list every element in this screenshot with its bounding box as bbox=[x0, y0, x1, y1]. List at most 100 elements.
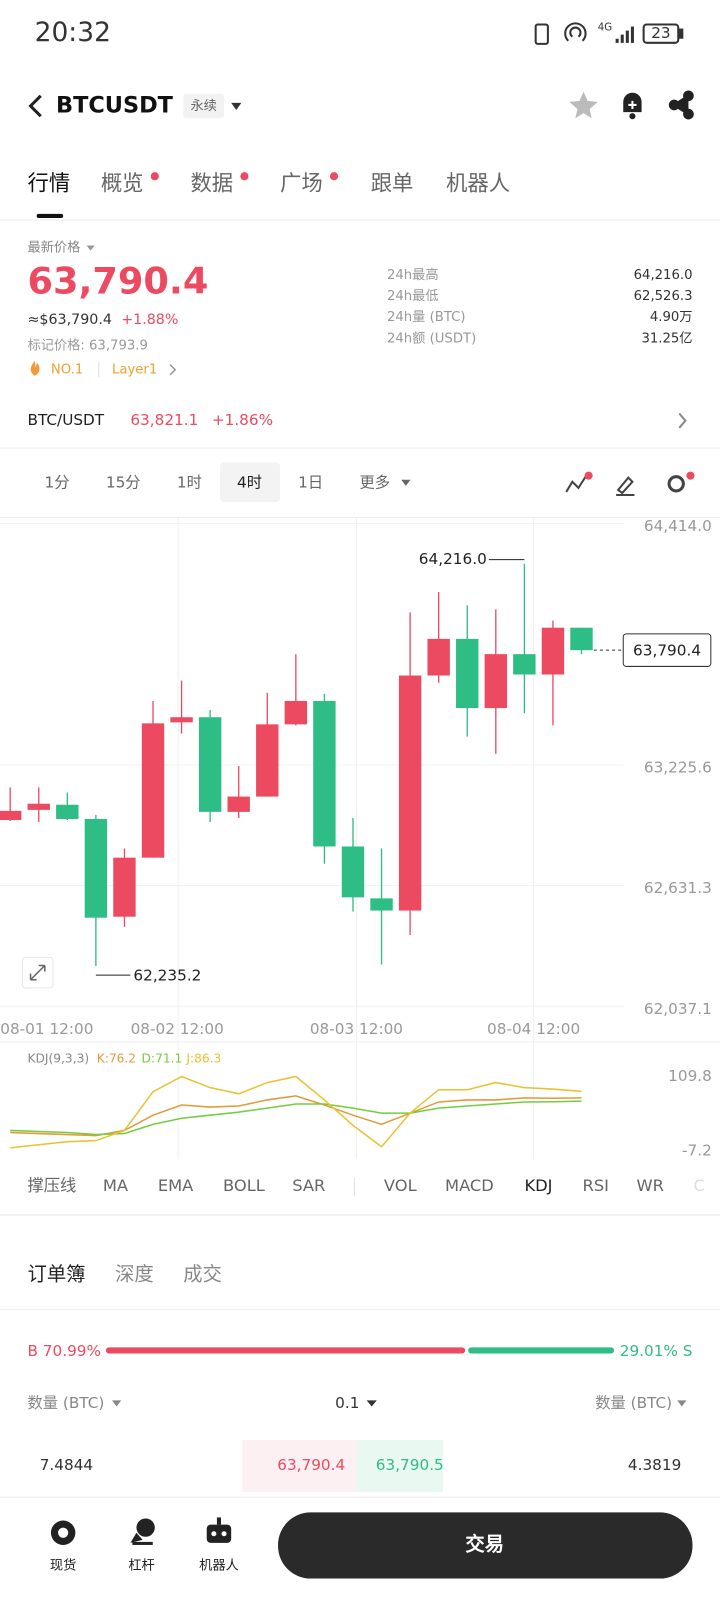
spot-change: +1.86% bbox=[212, 411, 273, 429]
trade-button[interactable] bbox=[278, 1512, 693, 1579]
candle-body bbox=[256, 724, 279, 797]
candle-body bbox=[341, 846, 365, 898]
battery-level: 23 bbox=[651, 24, 670, 42]
fire-icon bbox=[30, 360, 40, 376]
indicator[interactable]: RSI bbox=[583, 1176, 609, 1195]
y-tick-label: 62,037.1 bbox=[644, 1000, 712, 1018]
nav-icons bbox=[50, 1517, 232, 1545]
candle-body bbox=[141, 723, 165, 858]
low-label: 62,235.2 bbox=[133, 967, 201, 985]
contract-tag: 永续 bbox=[190, 98, 216, 114]
indicator[interactable]: KDJ bbox=[524, 1176, 552, 1195]
more-dropdown[interactable] bbox=[401, 479, 411, 486]
sector[interactable]: Layer1 bbox=[112, 363, 157, 378]
sector-chevron[interactable] bbox=[169, 364, 177, 376]
y-tick-label: 64,414.0 bbox=[644, 517, 712, 535]
candle-body bbox=[427, 638, 450, 676]
kdj-line bbox=[10, 1100, 582, 1136]
tab[interactable]: 行情 bbox=[27, 171, 70, 196]
candle-body bbox=[456, 638, 479, 709]
kdj-tick-label: 109.8 bbox=[668, 1067, 712, 1085]
orderbook-tab[interactable]: 订单簿 bbox=[27, 1263, 85, 1286]
status-icons bbox=[534, 22, 684, 45]
tab[interactable]: 广场 bbox=[280, 171, 323, 196]
indicator[interactable]: MACD bbox=[445, 1176, 494, 1195]
indicator[interactable]: EMA bbox=[158, 1176, 193, 1195]
tab[interactable]: 数据 bbox=[190, 171, 233, 196]
bid-qty-header[interactable]: 数量 (BTC) bbox=[27, 1394, 104, 1412]
stat-value: 64,216.0 bbox=[634, 268, 693, 283]
interval[interactable]: 1时 bbox=[177, 473, 202, 491]
candle-body bbox=[541, 627, 565, 675]
orderbook-tab[interactable]: 成交 bbox=[183, 1263, 222, 1286]
indicator[interactable]: SAR bbox=[292, 1176, 325, 1195]
indicator[interactable]: WR bbox=[636, 1176, 663, 1195]
dropdown bbox=[366, 1400, 377, 1407]
alert-icon[interactable] bbox=[623, 92, 642, 120]
precision[interactable]: 0.1 bbox=[335, 1394, 359, 1412]
tab-underline bbox=[36, 213, 64, 218]
ask-qty-header[interactable]: 数量 (BTC) bbox=[595, 1394, 672, 1412]
nav-label[interactable]: 机器人 bbox=[199, 1557, 239, 1573]
spot-pair[interactable]: BTC/USDT bbox=[27, 411, 104, 429]
orderbook-tab[interactable]: 深度 bbox=[115, 1263, 154, 1286]
candle-body bbox=[570, 627, 593, 651]
ask-price: 63,790.5 bbox=[376, 1456, 444, 1474]
stat-label: 24h额 (USDT) bbox=[387, 330, 476, 346]
bid-depth bbox=[242, 1440, 357, 1492]
candle-body bbox=[27, 803, 50, 810]
sell-ratio-bar bbox=[468, 1347, 615, 1354]
indicator[interactable]: MA bbox=[103, 1176, 128, 1195]
stat-value: 31.25亿 bbox=[641, 330, 692, 346]
tab[interactable]: 跟单 bbox=[371, 171, 414, 196]
last-price-label: 63,790.4 bbox=[633, 642, 701, 660]
indicator[interactable]: 撑压线 bbox=[27, 1176, 76, 1195]
favorite-icon[interactable] bbox=[569, 91, 598, 119]
status-time: 20:32 bbox=[35, 17, 111, 48]
stat-label: 24h量 (BTC) bbox=[387, 309, 466, 325]
kdj-line bbox=[10, 1095, 582, 1137]
dropdown bbox=[112, 1400, 122, 1407]
share-icon[interactable] bbox=[668, 90, 694, 120]
expand-icon bbox=[29, 964, 46, 981]
indicator[interactable]: BOLL bbox=[223, 1176, 265, 1195]
last-price: 63,790.4 bbox=[27, 260, 208, 303]
spot-chevron[interactable] bbox=[678, 412, 687, 429]
buy-ratio-bar bbox=[105, 1347, 466, 1354]
price-change: +1.88% bbox=[121, 312, 178, 328]
price-label-dropdown[interactable] bbox=[86, 245, 95, 251]
candle-body bbox=[398, 675, 422, 911]
sell-ratio: 29.01% S bbox=[620, 1342, 693, 1360]
interval[interactable]: 15分 bbox=[106, 473, 141, 491]
candle-body bbox=[284, 700, 308, 725]
kdj-j: J:86.3 bbox=[185, 1052, 221, 1066]
bid-qty: 7.4844 bbox=[40, 1456, 93, 1474]
interval[interactable]: 更多 bbox=[359, 473, 390, 491]
last-price-box bbox=[622, 633, 712, 667]
tab-dot bbox=[329, 172, 339, 181]
stat-label: 24h最低 bbox=[387, 288, 439, 304]
candle-body bbox=[170, 717, 193, 723]
interval[interactable]: 1日 bbox=[298, 473, 323, 491]
nav-label[interactable]: 现货 bbox=[50, 1556, 76, 1573]
tab[interactable]: 概览 bbox=[101, 171, 144, 196]
kdj-k: K:76.2 bbox=[97, 1052, 136, 1066]
symbol-dropdown[interactable] bbox=[231, 102, 242, 111]
y-tick-label: 63,225.6 bbox=[644, 758, 712, 776]
kdj-line bbox=[10, 1075, 582, 1149]
tag-bg bbox=[183, 93, 225, 119]
candle-body bbox=[0, 810, 22, 821]
back-button[interactable] bbox=[28, 94, 42, 118]
indicator[interactable]: VOL bbox=[384, 1176, 417, 1195]
nav-label[interactable]: 杠杆 bbox=[128, 1557, 154, 1573]
tab[interactable]: 机器人 bbox=[446, 171, 510, 196]
candle-body bbox=[113, 857, 136, 917]
divider bbox=[0, 1213, 720, 1217]
tab-dot bbox=[240, 172, 249, 181]
chart-tools[interactable] bbox=[565, 471, 695, 497]
interval[interactable]: 4时 bbox=[237, 473, 262, 491]
v-grid bbox=[177, 517, 535, 1159]
interval[interactable]: 1分 bbox=[45, 473, 70, 491]
